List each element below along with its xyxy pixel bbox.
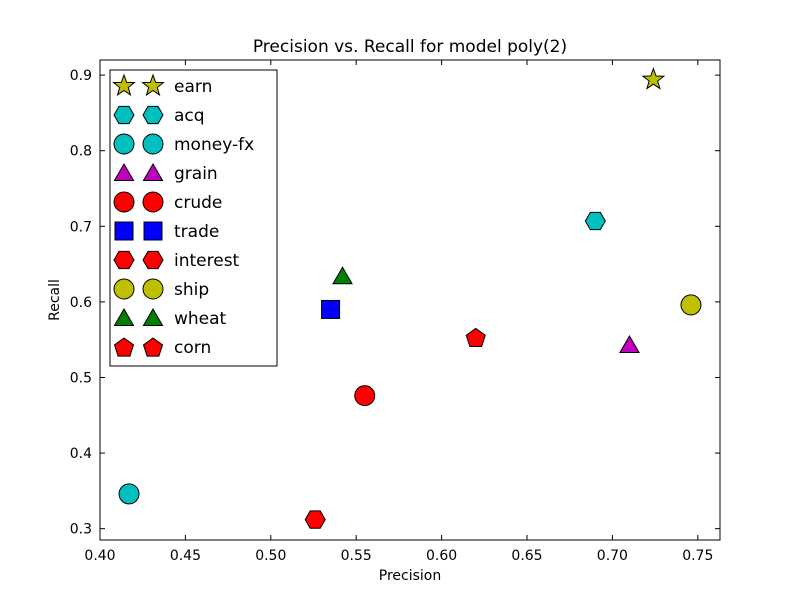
legend-label: acq — [174, 106, 205, 126]
y-axis-label: Recall — [47, 279, 63, 321]
x-axis-label: Precision — [379, 568, 441, 584]
legend-marker — [113, 133, 135, 155]
legend-entry-crude: crude — [113, 191, 222, 213]
legend-marker — [113, 105, 135, 125]
legend: earn acq money-fx grain crude trade interest sh… — [109, 69, 278, 367]
legend-marker — [113, 278, 135, 300]
legend-marker — [112, 73, 136, 97]
point-earn — [641, 67, 666, 90]
legend-marker — [113, 308, 135, 326]
legend-marker — [142, 133, 164, 155]
legend-entry-trade: trade — [114, 221, 219, 242]
point-trade — [321, 299, 341, 319]
legend-entry-corn: corn — [113, 337, 211, 358]
legend-label: corn — [174, 338, 211, 358]
x-tick-label: 0.70 — [597, 548, 628, 564]
legend-entry-acq: acq — [113, 105, 205, 126]
legend-marker — [142, 163, 164, 181]
legend-label: trade — [174, 222, 219, 242]
legend-marker — [113, 163, 135, 181]
legend-marker — [142, 278, 164, 300]
ticks — [99, 60, 720, 540]
point-crude — [354, 385, 376, 407]
legend-marker — [113, 337, 135, 357]
tick-labels: 0.40 0.45 0.50 0.55 0.60 0.65 0.70 0.75 0.3 0.4 0.… — [70, 68, 714, 564]
point-acq — [584, 211, 606, 231]
y-tick-label: 0.7 — [70, 219, 92, 235]
chart-title: Precision vs. Recall for model poly(2) — [253, 37, 567, 57]
point-money-fx — [118, 483, 140, 505]
x-tick-label: 0.65 — [511, 548, 542, 564]
legend-marker — [142, 250, 164, 270]
legend-entry-wheat: wheat — [113, 308, 227, 329]
y-tick-label: 0.6 — [70, 295, 92, 311]
legend-label: ship — [174, 280, 209, 300]
y-tick-label: 0.5 — [70, 370, 92, 386]
legend-label: money-fx — [174, 135, 254, 155]
x-tick-label: 0.60 — [426, 548, 457, 564]
y-tick-label: 0.8 — [70, 144, 92, 160]
legend-entry-ship: ship — [113, 278, 209, 300]
legend-entry-earn: earn — [112, 73, 212, 97]
legend-label: earn — [174, 77, 212, 97]
point-ship — [680, 294, 702, 316]
legend-label: grain — [174, 164, 218, 184]
point-corn — [465, 327, 486, 348]
legend-marker — [113, 191, 135, 213]
data-points — [118, 67, 702, 529]
legend-label: interest — [174, 251, 240, 271]
x-tick-label: 0.45 — [170, 548, 201, 564]
y-tick-label: 0.4 — [70, 446, 92, 462]
legend-marker — [141, 73, 165, 97]
legend-label: crude — [174, 193, 222, 213]
x-tick-label: 0.75 — [682, 548, 713, 564]
legend-entry-interest: interest — [113, 250, 240, 271]
legend-marker — [114, 221, 134, 241]
legend-marker — [143, 221, 163, 241]
point-wheat — [332, 266, 353, 285]
legend-marker — [142, 308, 164, 326]
legend-entry-money-fx: money-fx — [113, 133, 254, 155]
legend-marker — [142, 105, 164, 125]
legend-marker — [142, 191, 164, 213]
y-tick-label: 0.9 — [70, 68, 92, 84]
y-tick-label: 0.3 — [70, 522, 92, 538]
legend-marker — [142, 337, 164, 357]
x-tick-label: 0.50 — [255, 548, 286, 564]
x-tick-label: 0.40 — [84, 548, 115, 564]
x-tick-label: 0.55 — [341, 548, 372, 564]
legend-label: wheat — [174, 309, 227, 329]
legend-entry-grain: grain — [113, 163, 218, 184]
legend-marker — [113, 250, 135, 270]
point-interest — [304, 510, 326, 529]
point-grain — [619, 334, 640, 353]
legend-frame — [109, 69, 278, 367]
